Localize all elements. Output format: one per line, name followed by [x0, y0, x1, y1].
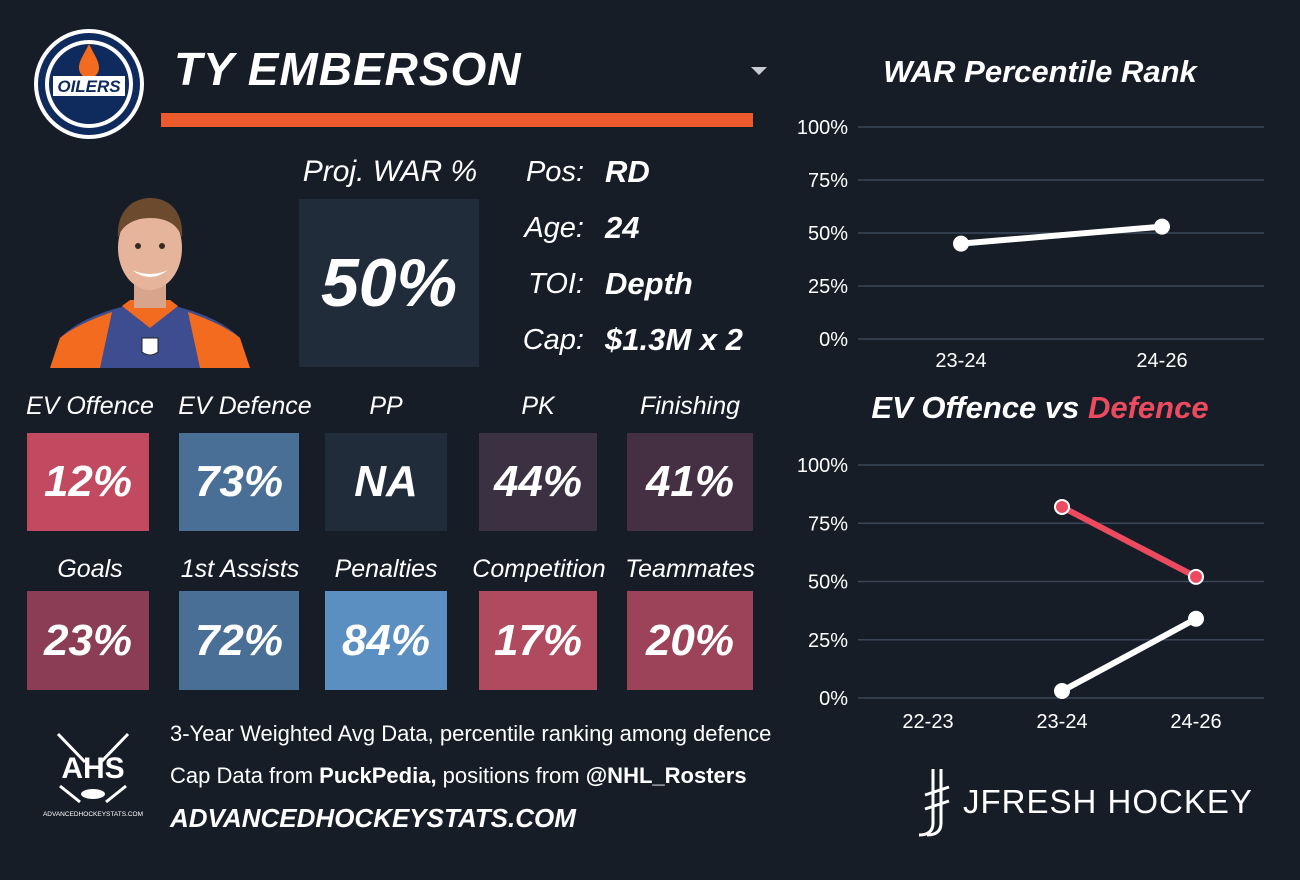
series-line [1059, 615, 1199, 695]
age-value: 24 [605, 210, 640, 245]
y-tick-label: 0% [819, 329, 848, 351]
series-line [1059, 503, 1199, 580]
footer-note: 3-Year Weighted Avg Data, percentile ran… [170, 721, 772, 746]
name-underline [161, 113, 753, 127]
player-photo [50, 198, 250, 368]
stat-tile-finishing: 41% [627, 433, 753, 531]
stat-tile-ev-defence: 73% [179, 433, 299, 531]
jfresh-text: JFRESH HOCKEY [963, 783, 1253, 820]
x-tick-label: 22-23 [902, 711, 953, 733]
chart2-title-part1: EV Offence vs [871, 390, 1088, 425]
ev-offence-defence-chart: 0% 25% 50% 75% 100% 22-23 23-24 24-26 [797, 455, 1264, 733]
team-logo: OILERS [34, 29, 144, 139]
y-tick-label: 25% [808, 276, 848, 298]
chart2-title-part2: Defence [1087, 390, 1209, 425]
nhl-rosters-link[interactable]: @NHL_Rosters [585, 763, 747, 788]
stat-label-competition: Competition [472, 555, 606, 583]
footer-sources: Cap Data from PuckPedia, positions from … [170, 763, 747, 789]
chart2-title: EV Offence vs Defence [835, 390, 1245, 426]
stat-tile-1st-assists: 72% [179, 591, 299, 690]
puckpedia-link[interactable]: PuckPedia, [319, 763, 437, 788]
player-name: TY EMBERSON [174, 43, 522, 95]
stat-tile-competition: 17% [479, 591, 597, 690]
stat-tile-penalties: 84% [325, 591, 447, 690]
stat-label-teammates: Teammates [625, 555, 755, 583]
pos-value: RD [605, 154, 650, 189]
data-point [953, 235, 969, 252]
y-tick-label: 50% [808, 223, 848, 245]
proj-war-box: 50% [299, 199, 479, 367]
stat-label-finishing: Finishing [639, 392, 741, 420]
data-point [1154, 218, 1170, 235]
x-tick-label: 24-26 [1170, 711, 1221, 733]
ahs-logo-text: AHS [61, 752, 124, 785]
toi-value: Depth [605, 266, 693, 301]
stat-tile-pk: 44% [479, 433, 597, 531]
proj-war-label: Proj. WAR % [302, 155, 478, 188]
footer-sources-mid: positions from [436, 763, 586, 788]
y-tick-label: 75% [808, 170, 848, 192]
age-label: Age: [524, 212, 584, 244]
stat-tile-ev-offence: 12% [27, 433, 149, 531]
stat-tile-goals: 23% [27, 591, 149, 690]
ahs-logo: AHS ADVANCEDHOCKEYSTATS.COM [43, 732, 143, 818]
stat-tile-pp: NA [325, 433, 447, 531]
series-line [958, 223, 1165, 247]
stat-label-ev-defence: EV Defence [178, 392, 312, 420]
jfresh-logo: JFRESH HOCKEY [918, 769, 1253, 837]
data-point [1188, 568, 1204, 585]
war-percentile-chart: 0% 25% 50% 75% 100% 23-24 24-26 [797, 117, 1264, 372]
x-tick-label: 24-26 [1136, 350, 1187, 372]
cap-value: $1.3M x 2 [605, 322, 743, 357]
y-tick-label: 100% [797, 117, 848, 139]
x-tick-label: 23-24 [935, 350, 986, 372]
proj-war-value: 50% [320, 245, 458, 321]
stat-label-1st-assists: 1st Assists [180, 555, 300, 583]
data-point [1188, 610, 1204, 627]
stat-label-penalties: Penalties [334, 555, 438, 583]
stat-label-goals: Goals [57, 555, 123, 583]
data-point [1054, 683, 1070, 700]
y-tick-label: 100% [797, 455, 848, 477]
data-point [1054, 498, 1070, 515]
stat-label-ev-offence: EV Offence [26, 392, 154, 420]
team-logo-text: OILERS [57, 77, 121, 96]
y-tick-label: 0% [819, 688, 848, 710]
stat-tile-teammates: 20% [627, 591, 753, 690]
footer-sources-pre: Cap Data from [170, 763, 320, 788]
x-tick-label: 23-24 [1036, 711, 1087, 733]
y-tick-label: 25% [808, 630, 848, 652]
chevron-down-icon[interactable] [750, 66, 768, 76]
y-tick-label: 50% [808, 572, 848, 594]
stat-label-pk: PK [521, 392, 555, 420]
y-tick-label: 75% [808, 513, 848, 535]
chart1-title: WAR Percentile Rank [883, 54, 1197, 89]
cap-label: Cap: [522, 324, 584, 356]
stat-label-pp: PP [369, 392, 403, 420]
toi-label: TOI: [528, 268, 584, 300]
ahs-logo-small: ADVANCEDHOCKEYSTATS.COM [43, 811, 143, 818]
pos-label: Pos: [525, 156, 584, 188]
site-link[interactable]: ADVANCEDHOCKEYSTATS.COM [170, 803, 576, 833]
